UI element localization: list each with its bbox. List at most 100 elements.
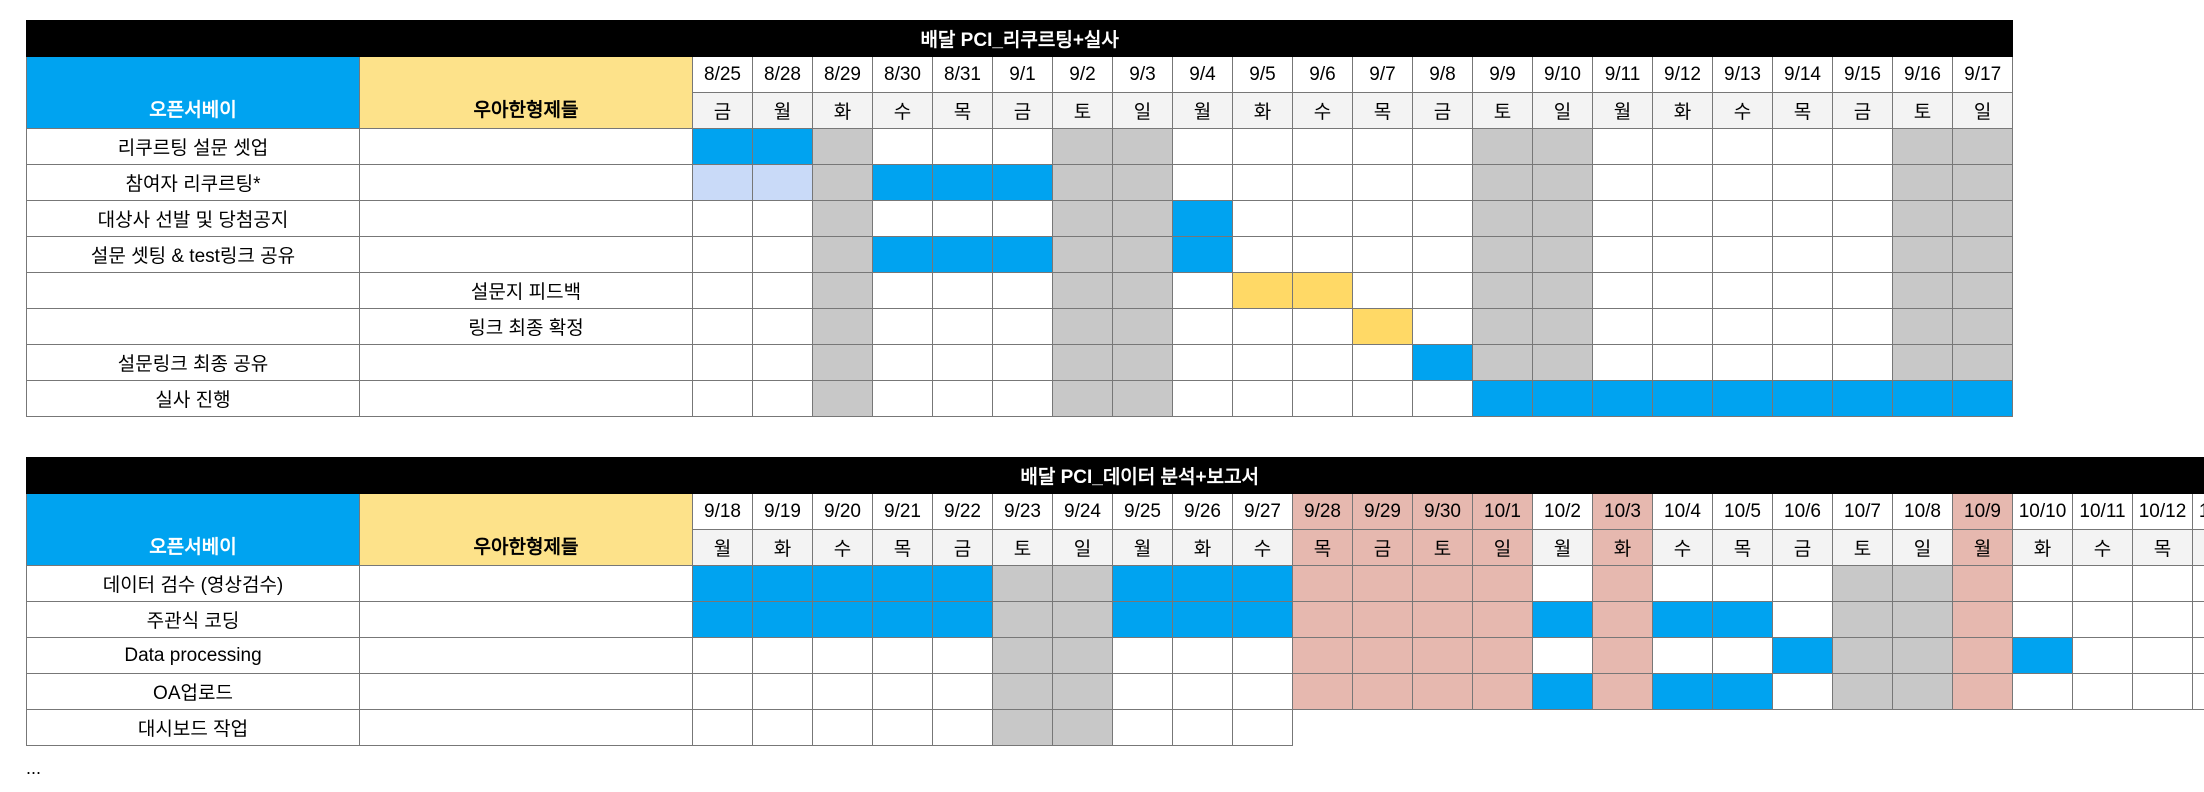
schedule-cell[interactable] [2012,673,2073,710]
schedule-cell[interactable] [932,164,993,201]
schedule-cell[interactable] [992,637,1053,674]
schedule-cell[interactable] [1112,565,1173,602]
schedule-cell[interactable] [2191,637,2204,674]
schedule-cell[interactable] [1832,344,1893,381]
schedule-cell[interactable] [2191,673,2204,710]
schedule-cell[interactable] [1652,272,1713,309]
schedule-cell[interactable] [932,344,993,381]
schedule-cell[interactable] [1232,637,1293,674]
schedule-cell[interactable] [1172,565,1233,602]
schedule-cell[interactable] [872,128,933,165]
schedule-cell[interactable] [692,200,753,237]
schedule-cell[interactable] [1951,128,2014,165]
schedule-cell[interactable] [992,128,1053,165]
schedule-cell[interactable] [932,380,993,417]
task-woowa-cell[interactable] [359,709,693,746]
task-woowa-cell[interactable] [359,200,693,237]
schedule-cell[interactable] [872,308,933,345]
schedule-cell[interactable] [692,637,753,674]
schedule-cell[interactable] [1352,380,1413,417]
schedule-cell[interactable] [1892,673,1953,710]
schedule-cell[interactable] [1232,128,1293,165]
schedule-cell[interactable] [1652,380,1713,417]
schedule-cell[interactable] [812,673,873,710]
schedule-cell[interactable] [1292,164,1353,201]
schedule-cell[interactable] [1772,565,1833,602]
schedule-cell[interactable] [1712,164,1773,201]
schedule-cell[interactable] [992,601,1053,638]
schedule-cell[interactable] [1172,272,1233,309]
schedule-cell[interactable] [812,308,873,345]
schedule-cell[interactable] [812,344,873,381]
schedule-cell[interactable] [812,236,873,273]
schedule-cell[interactable] [1592,380,1653,417]
schedule-cell[interactable] [752,601,813,638]
schedule-cell[interactable] [1592,601,1653,638]
schedule-cell[interactable] [1472,637,1533,674]
task-opensurvey-cell[interactable] [26,308,360,345]
schedule-cell[interactable] [1951,200,2014,237]
schedule-cell[interactable] [1472,344,1533,381]
task-woowa-cell[interactable] [359,380,693,417]
schedule-cell[interactable] [1472,236,1533,273]
task-opensurvey-cell[interactable]: 데이터 검수 (영상검수) [26,565,360,602]
schedule-cell[interactable] [1112,601,1173,638]
schedule-cell[interactable] [1472,272,1533,309]
schedule-cell[interactable] [1592,637,1653,674]
schedule-cell[interactable] [1412,637,1473,674]
schedule-cell[interactable] [932,308,993,345]
schedule-cell[interactable] [1832,565,1893,602]
schedule-cell[interactable] [1652,308,1713,345]
schedule-cell[interactable] [932,601,993,638]
schedule-cell[interactable] [1172,380,1233,417]
schedule-cell[interactable] [1352,673,1413,710]
schedule-cell[interactable] [1532,673,1593,710]
schedule-cell[interactable] [1712,272,1773,309]
schedule-cell[interactable] [812,164,873,201]
schedule-cell[interactable] [1052,236,1113,273]
schedule-cell[interactable] [752,344,813,381]
schedule-cell[interactable] [992,344,1053,381]
schedule-cell[interactable] [2132,637,2193,674]
schedule-cell[interactable] [1892,236,1953,273]
schedule-cell[interactable] [872,164,933,201]
schedule-cell[interactable] [1292,380,1353,417]
schedule-cell[interactable] [1652,236,1713,273]
task-woowa-cell[interactable] [359,128,693,165]
schedule-cell[interactable] [1832,380,1893,417]
schedule-cell[interactable] [992,673,1053,710]
schedule-cell[interactable] [752,308,813,345]
task-woowa-cell[interactable] [359,164,693,201]
schedule-cell[interactable] [752,380,813,417]
schedule-cell[interactable] [1832,601,1893,638]
schedule-cell[interactable] [1292,128,1353,165]
schedule-cell[interactable] [692,709,753,746]
schedule-cell[interactable] [992,200,1053,237]
schedule-cell[interactable] [872,637,933,674]
schedule-cell[interactable] [692,601,753,638]
schedule-cell[interactable] [1592,565,1653,602]
schedule-cell[interactable] [932,236,993,273]
schedule-cell[interactable] [1412,128,1473,165]
schedule-cell[interactable] [1772,128,1833,165]
schedule-cell[interactable] [1892,637,1953,674]
schedule-cell[interactable] [1832,673,1893,710]
schedule-cell[interactable] [1832,128,1893,165]
schedule-cell[interactable] [992,565,1053,602]
task-opensurvey-cell[interactable]: 설문링크 최종 공유 [26,344,360,381]
schedule-cell[interactable] [872,236,933,273]
schedule-cell[interactable] [1532,200,1593,237]
task-woowa-cell[interactable]: 링크 최종 확정 [359,308,693,345]
schedule-cell[interactable] [752,164,813,201]
schedule-cell[interactable] [812,200,873,237]
schedule-cell[interactable] [752,128,813,165]
schedule-cell[interactable] [1652,200,1713,237]
schedule-cell[interactable] [1772,236,1833,273]
schedule-cell[interactable] [1052,308,1113,345]
schedule-cell[interactable] [752,637,813,674]
schedule-cell[interactable] [1712,236,1773,273]
schedule-cell[interactable] [1292,637,1353,674]
schedule-cell[interactable] [1472,164,1533,201]
schedule-cell[interactable] [872,709,933,746]
schedule-cell[interactable] [1951,308,2014,345]
